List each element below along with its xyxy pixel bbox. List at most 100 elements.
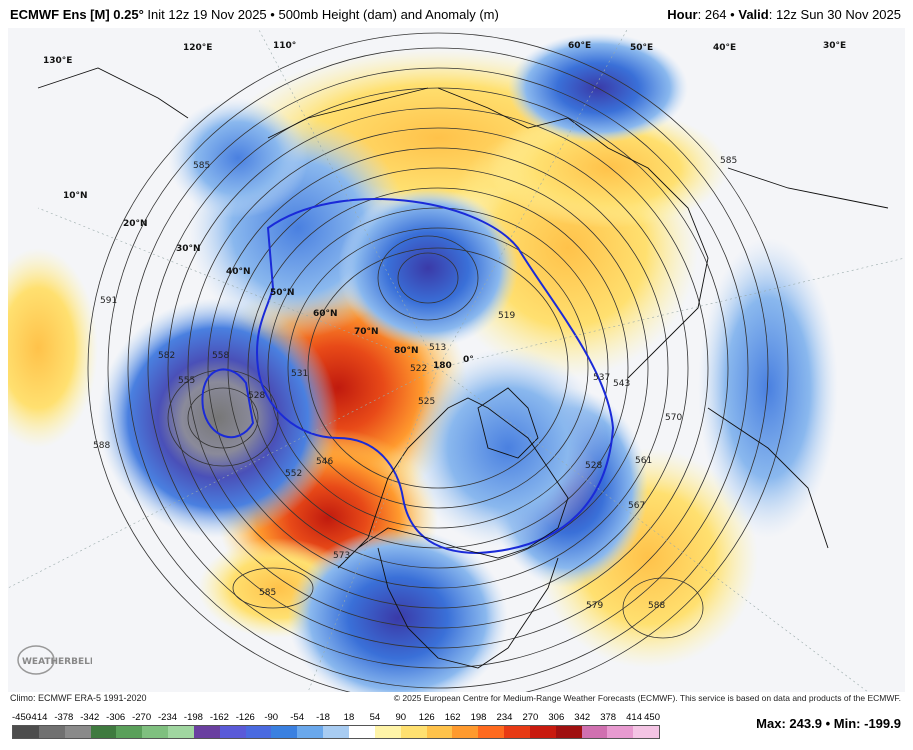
min-value: -199.9 [864,716,901,731]
contour-label: 579 [586,601,603,611]
colorbar-swatch [168,726,194,738]
contour-label: 552 [285,469,302,479]
copyright-note: © 2025 European Centre for Medium-Range … [393,693,901,703]
colorbar-tick-label: -378 [54,712,74,723]
contour-labels: 585 591 582 588 558 555 528 531 546 552 … [93,156,737,611]
colorbar-swatch [581,726,608,738]
colorbar-tick-label: -198 [183,712,203,723]
colorbar-swatch [13,726,39,738]
colorbar-tick-label: 450 [644,712,660,723]
lon-label: 120°E [183,43,212,53]
degree-symbol: ° [138,7,144,22]
title-bullet: • [270,7,275,22]
colorbar: -450 -414 -378 -342 -306 -270 -234 -198 -162 -126… [12,712,660,744]
contour-label: 546 [316,457,333,467]
colorbar-swatch [478,726,505,738]
colorbar-swatch [452,726,479,738]
colorbar-swatch [90,726,117,738]
colorbar-swatch [504,726,530,738]
lat-label: 70°N [354,327,379,337]
contour-label: 585 [720,156,737,166]
lat-label: 30°N [176,244,201,254]
lon-label: 60°E [568,41,591,51]
valid-time: Hour: 264 • Valid: 12z Sun 30 Nov 2025 [667,7,901,22]
highlight-contour-west [201,368,255,439]
colorbar-swatch [374,726,401,738]
contour-label: 513 [429,343,446,353]
colorbar-tick-label: 18 [343,712,355,723]
min-label: Min [833,716,857,731]
colorbar-swatch [529,726,556,738]
colorbar-tick-label: -90 [264,712,279,723]
colorbar-swatch [64,726,91,738]
colorbar-swatch [38,726,65,738]
contour-label: 543 [613,379,630,389]
colorbar-tick-label: -414 [28,712,48,723]
colorbar-swatch [219,726,246,738]
colorbar-tick-label: 126 [418,712,435,723]
graticule [8,28,905,692]
longitude-labels: 180 0° 130°E 120°E 110° 60°E 50°E 40°E 3… [43,41,846,371]
colorbar-tick-label: -126 [235,712,255,723]
lat-label: 10°N [63,191,88,201]
colorbar-tick-label: 270 [522,712,539,723]
lat-label: 80°N [394,346,419,356]
max-min-readout: Max: 243.9 • Min: -199.9 [756,716,901,731]
colorbar-tick-label: 378 [600,712,617,723]
contour-label: 585 [259,588,276,598]
colorbar-swatch [271,726,298,738]
contour-label: 522 [410,364,427,374]
contour-label: 585 [193,161,210,171]
colorbar-tick-label: 234 [496,712,513,723]
colorbar-swatch [607,726,634,738]
colorbar-swatch [323,726,349,738]
lon-label: 180 [433,361,452,371]
hour-label: Hour [667,7,698,22]
colorbar-tick-label: -18 [316,712,330,723]
colorbar-swatch [245,726,272,738]
colorbar-swatch [193,726,220,738]
climo-note: Climo: ECMWF ERA-5 1991-2020 [10,693,147,703]
contour-label: 528 [248,391,265,401]
colorbar-swatch [555,726,582,738]
contour-label: 588 [93,441,110,451]
colorbar-tick-label: 162 [444,712,461,723]
contour-label: 570 [665,413,682,423]
weatherbell-logo: WEATHERBELL [14,640,96,680]
lon-label: 130°E [43,56,72,66]
colorbar-tick-label: 54 [369,712,381,723]
valid-value: 12z Sun 30 Nov 2025 [775,7,901,22]
hour-value: 264 [704,7,727,22]
lon-label: 30°E [823,41,846,51]
contour-label: 591 [100,296,117,306]
colorbar-tick-label: 414 [626,712,643,723]
contour-label: 567 [628,501,645,511]
contour-label: 531 [291,369,308,379]
lat-label: 40°N [226,267,251,277]
valid-label: Valid [738,7,769,22]
colorbar-tick-label: -306 [106,712,126,723]
contour-label: 525 [418,397,435,407]
product-title: ECMWF Ens [M] 0.25° Init 12z 19 Nov 2025… [10,7,499,22]
height-contours [87,32,789,692]
colorbar-ticks: -450 -414 -378 -342 -306 -270 -234 -198 -162 -126… [12,712,660,724]
lat-label: 60°N [313,309,338,319]
max-value: 243.9 [789,716,822,731]
contour-label: 573 [333,551,350,561]
contour-label: 555 [178,376,195,386]
logo-text: WEATHERBELL [22,657,92,667]
colorbar-swatch [116,726,143,738]
lat-label: 50°N [270,288,295,298]
product-name: 500mb Height (dam) and Anomaly (m) [278,7,499,22]
map-canvas: 10°N 20°N 30°N 40°N 50°N 60°N 70°N 80°N … [8,28,905,692]
colorbar-swatches [12,725,660,739]
polar-map[interactable]: 10°N 20°N 30°N 40°N 50°N 60°N 70°N 80°N … [8,28,905,692]
lon-label: 0° [463,355,474,365]
readout-bullet: • [825,716,831,731]
colorbar-tick-label: -450 [12,712,32,723]
colorbar-swatch [142,726,169,738]
colorbar-tick-label: -270 [132,712,152,723]
lon-label: 40°E [713,43,736,53]
colorbar-tick-label: -234 [158,712,178,723]
latitude-labels: 10°N 20°N 30°N 40°N 50°N 60°N 70°N 80°N [63,191,419,356]
